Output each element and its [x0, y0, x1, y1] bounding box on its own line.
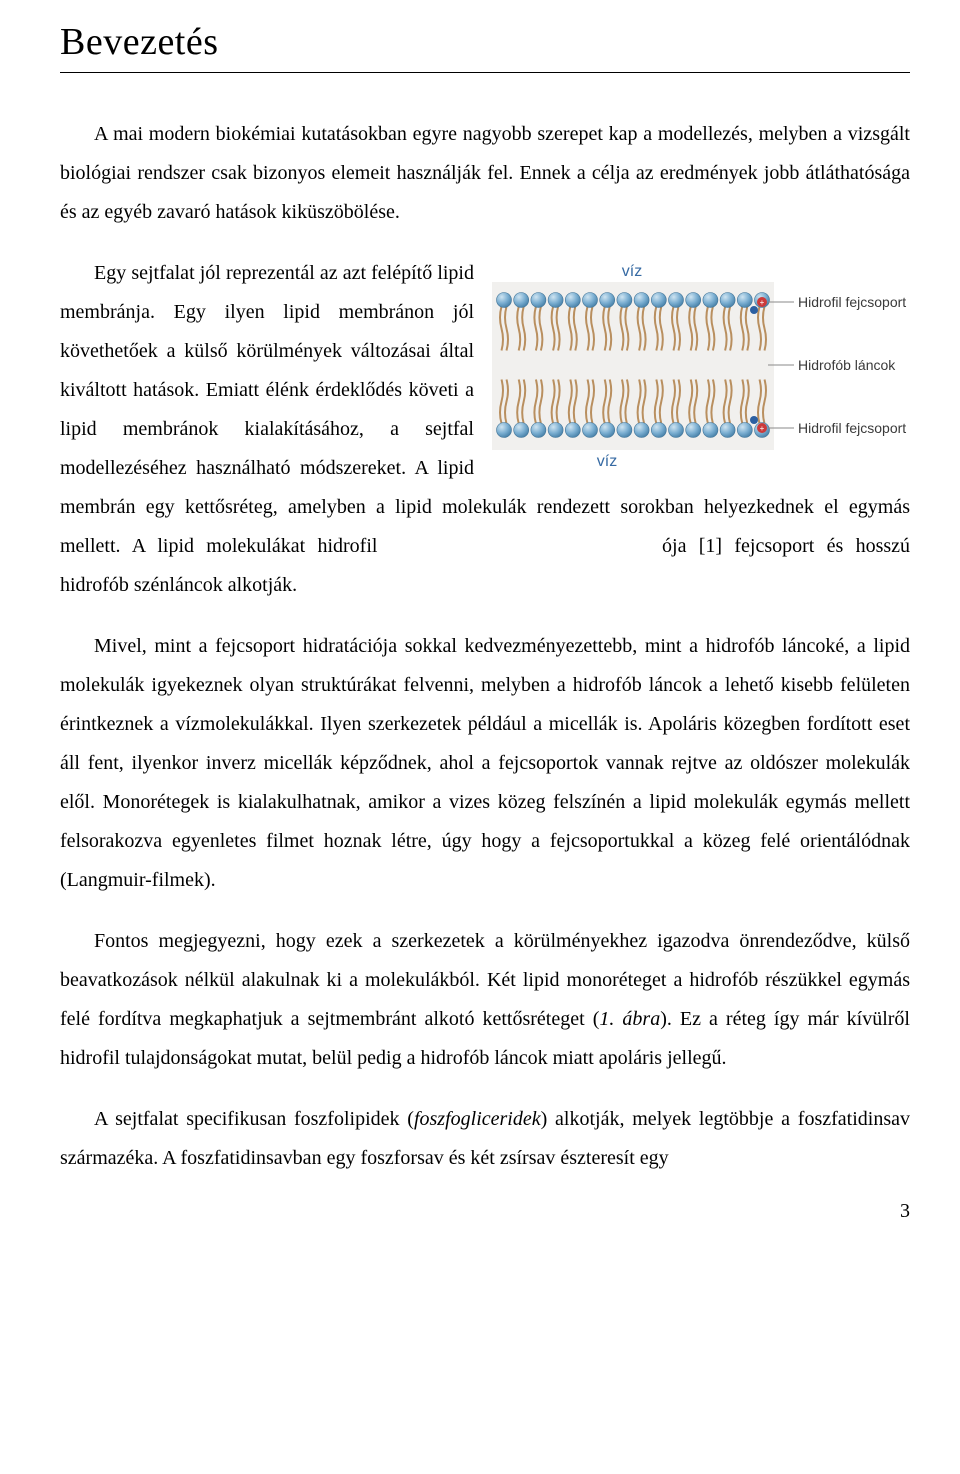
page-number: 3 — [60, 1200, 910, 1223]
lipid-bilayer-svg: víz víz + + Hidrofil fejcsoport Hidrofób — [492, 260, 910, 472]
paragraph-self-assembly: Fontos megjegyezni, hogy ezek a szerkeze… — [60, 922, 910, 1078]
charge-plus-top-glyph: + — [760, 298, 765, 307]
charge-minus-top-icon — [750, 306, 758, 314]
paragraph-micelles: Mivel, mint a fejcsoport hidratációja so… — [60, 627, 910, 900]
label-hydrophobic: Hidrofób láncok — [798, 357, 896, 373]
charge-plus-bottom-glyph: + — [760, 424, 765, 433]
charge-minus-bottom-icon — [750, 416, 758, 424]
phosphoglycerides-term: foszfogliceridek — [414, 1108, 541, 1130]
water-top-label: víz — [622, 263, 642, 280]
paragraph-with-figure: víz víz + + Hidrofil fejcsoport Hidrofób — [60, 254, 910, 627]
paragraph-membrane-caption-tail: ója [1] — [662, 535, 722, 557]
lipid-bilayer-figure: víz víz + + Hidrofil fejcsoport Hidrofób — [492, 260, 910, 472]
label-hydrophilic-top: Hidrofil fejcsoport — [798, 294, 906, 310]
paragraph-phospholipids-a: A sejtfalat specifikusan foszfolipidek ( — [94, 1108, 414, 1130]
paragraph-intro: A mai modern biokémiai kutatásokban egyr… — [60, 115, 910, 232]
water-bottom-label: víz — [597, 453, 617, 470]
label-hydrophilic-bottom: Hidrofil fejcsoport — [798, 420, 906, 436]
page-title: Bevezetés — [60, 20, 910, 73]
paragraph-phospholipids: A sejtfalat specifikusan foszfolipidek (… — [60, 1100, 910, 1178]
figure-ref: 1. ábra — [599, 1008, 660, 1030]
